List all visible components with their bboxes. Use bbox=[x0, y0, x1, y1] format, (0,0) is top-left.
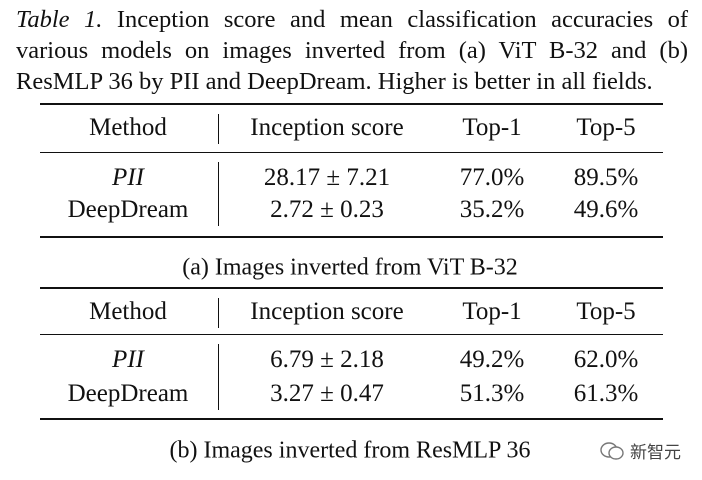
top-rule bbox=[40, 287, 663, 289]
table-cell: PII bbox=[112, 164, 144, 191]
header-cell: Inception score bbox=[250, 298, 404, 325]
table-cell: 51.3% bbox=[459, 380, 525, 407]
column-divider bbox=[218, 344, 219, 410]
column-divider bbox=[218, 114, 219, 144]
header-cell: Top-1 bbox=[462, 114, 522, 141]
header-cell: Top-1 bbox=[462, 298, 522, 325]
table-cell: 61.3% bbox=[573, 380, 639, 407]
subtable-caption: (b) Images inverted from ResMLP 36 bbox=[169, 437, 531, 464]
watermark: 新智元 bbox=[600, 438, 681, 463]
table-cell: 6.79 ± 2.18 bbox=[270, 346, 384, 373]
table-cell: 77.0% bbox=[459, 164, 525, 191]
header-cell: Top-5 bbox=[576, 114, 636, 141]
caption-text: Inception score and mean classification … bbox=[16, 6, 688, 95]
table-caption: Table 1. Inception score and mean classi… bbox=[16, 4, 688, 97]
table-cell: 2.72 ± 0.23 bbox=[270, 196, 384, 223]
caption-label: Table 1. bbox=[16, 6, 103, 33]
subtable-caption: (a) Images inverted from ViT B-32 bbox=[182, 254, 518, 281]
header-cell: Method bbox=[89, 114, 167, 141]
column-divider bbox=[218, 162, 219, 226]
table-cell: DeepDream bbox=[67, 380, 189, 407]
table-cell: 89.5% bbox=[573, 164, 639, 191]
mid-rule bbox=[40, 152, 663, 153]
column-divider bbox=[218, 298, 219, 328]
table-cell: PII bbox=[112, 346, 144, 373]
watermark-text: 新智元 bbox=[630, 443, 681, 463]
table-cell: 28.17 ± 7.21 bbox=[263, 164, 391, 191]
watermark-icon bbox=[600, 441, 624, 460]
table-cell: 49.2% bbox=[459, 346, 525, 373]
table-cell: 62.0% bbox=[573, 346, 639, 373]
table-cell: DeepDream bbox=[67, 196, 189, 223]
mid-rule bbox=[40, 334, 663, 335]
table-cell: 3.27 ± 0.47 bbox=[270, 380, 384, 407]
header-cell: Top-5 bbox=[576, 298, 636, 325]
header-cell: Method bbox=[89, 298, 167, 325]
table-cell: 35.2% bbox=[459, 196, 525, 223]
header-cell: Inception score bbox=[250, 114, 404, 141]
top-rule bbox=[40, 103, 663, 105]
table-cell: 49.6% bbox=[573, 196, 639, 223]
bottom-rule bbox=[40, 418, 663, 420]
bottom-rule bbox=[40, 236, 663, 238]
